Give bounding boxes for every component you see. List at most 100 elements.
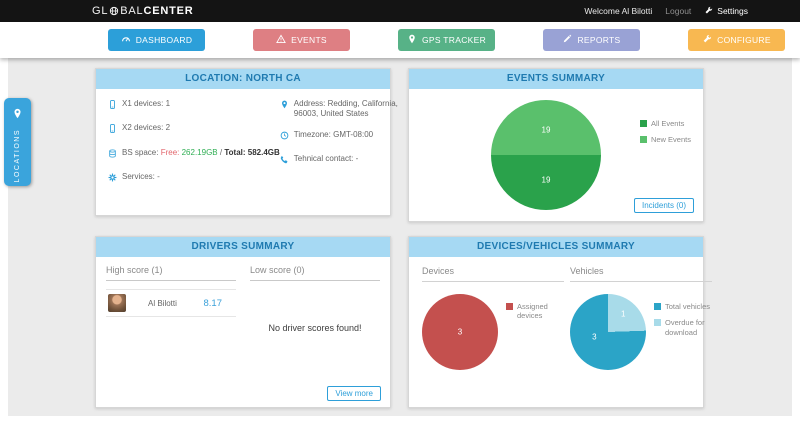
storage-icon (108, 148, 117, 162)
pie-slice-value-all-events: 19 (541, 175, 551, 185)
total-value: 582.4GB (247, 147, 280, 157)
main-navigation: DASHBOARD EVENTS GPS TRACKER REPORTS CON… (0, 22, 800, 58)
legend-item-new-events: New Events (639, 135, 691, 145)
pie-slice-value-new-events: 19 (541, 125, 551, 135)
settings-button[interactable]: Settings (704, 6, 748, 17)
nav-events-button[interactable]: EVENTS (253, 29, 350, 51)
technical-contact-label: Tehnical contact: (293, 154, 354, 164)
nav-gps-tracker-button[interactable]: GPS TRACKER (398, 29, 495, 51)
location-panel: LOCATION: NORTH CA X1 devices: 1 X2 devi… (95, 68, 398, 216)
phone-icon (280, 154, 289, 168)
nav-reports-label: REPORTS (577, 35, 621, 45)
legend-item-total-vehicles: Total vehicles (654, 302, 712, 311)
low-score-header: Low score (0) (250, 265, 380, 281)
vehicles-section-header: Vehicles (570, 263, 712, 282)
legend-item-all-events: All Events (639, 119, 691, 128)
services-gear-icon (108, 172, 117, 186)
bs-space-separator: / (219, 147, 223, 157)
locations-tab[interactable]: LOCATIONS (4, 98, 31, 186)
vehicles-chart-area: 3 1 Total vehicles Overdue for download (570, 294, 712, 370)
vehicles-legend: Total vehicles Overdue for download (654, 294, 712, 370)
incidents-button[interactable]: Incidents (0) (633, 198, 694, 213)
drivers-panel-title: DRIVERS SUMMARY (96, 237, 390, 257)
nav-dashboard-button[interactable]: DASHBOARD (108, 29, 205, 51)
high-score-column: High score (1) Al Bilotti 8.17 (106, 265, 236, 401)
topbar-actions: Welcome Al Bilotti Logout Settings (584, 6, 748, 17)
address-label: Address: (293, 99, 326, 108)
legend-label-total-vehicles: Total vehicles (665, 302, 711, 311)
legend-swatch-assigned-devices (506, 303, 513, 310)
wrench-icon (702, 34, 712, 46)
nav-events-label: EVENTS (291, 35, 327, 45)
services-row: Services: - (108, 172, 280, 186)
warning-triangle-icon (276, 34, 286, 46)
x2-devices-row: X2 devices: 2 (108, 123, 280, 137)
driver-row[interactable]: Al Bilotti 8.17 (106, 289, 236, 317)
address-row: Address: Redding, California, 96003, Uni… (280, 99, 412, 120)
mobile-device-icon (108, 123, 117, 137)
gauge-icon (121, 34, 131, 46)
legend-label-overdue-download: Overdue for download (665, 318, 705, 337)
nav-dashboard-label: DASHBOARD (135, 35, 193, 45)
technical-contact-row: Tehnical contact: - (280, 154, 412, 168)
free-value: 262.19GB (181, 147, 218, 157)
vehicles-pie-chart: 3 1 (570, 294, 646, 370)
logout-link[interactable]: Logout (665, 6, 692, 16)
timezone-value: GMT-08:00 (333, 129, 374, 139)
bs-space-row: BS space: Free: 262.19GB / Total: 582.4G… (108, 148, 280, 162)
welcome-text: Welcome Al Bilotti (584, 6, 653, 16)
timezone-label: Timezone: (293, 129, 331, 139)
timezone-row: Timezone: GMT-08:00 (280, 130, 412, 144)
devices-pie-chart: 3 (422, 294, 498, 370)
events-panel-title: EVENTS SUMMARY (409, 69, 703, 89)
address-pin-icon (280, 99, 289, 113)
location-left-column: X1 devices: 1 X2 devices: 2 BS space: Fr… (108, 99, 280, 197)
address-value: Redding, California, 96003, United State… (293, 99, 398, 119)
mobile-device-icon (108, 99, 117, 113)
vehicles-pie-total-value: 3 (592, 332, 597, 342)
x2-devices-label: X2 devices: (122, 123, 164, 133)
logo-text-gl: GL (92, 5, 109, 17)
x2-devices-value: 2 (165, 123, 171, 133)
logo-text-center: CENTER (143, 5, 194, 17)
location-panel-title: LOCATION: NORTH CA (96, 69, 390, 89)
devices-section-header: Devices (422, 263, 564, 282)
wrench-icon (704, 6, 713, 17)
nav-configure-button[interactable]: CONFIGURE (688, 29, 785, 51)
legend-label-new-events: New Events (650, 135, 691, 145)
events-summary-panel: EVENTS SUMMARY 19 19 All Events New Even… (408, 68, 704, 222)
legend-swatch-all-events (639, 120, 647, 127)
devices-pie-value: 3 (457, 327, 463, 337)
driver-score: 8.17 (203, 297, 223, 309)
location-right-column: Address: Redding, California, 96003, Uni… (280, 99, 412, 197)
events-pie-chart: 19 19 (491, 100, 601, 210)
events-legend: All Events New Events (639, 119, 691, 152)
nav-reports-button[interactable]: REPORTS (543, 29, 640, 51)
legend-item-overdue-download: Overdue for download (654, 318, 712, 337)
location-pin-icon (407, 34, 417, 46)
globe-icon (109, 6, 119, 16)
bs-space-label: BS space: (122, 147, 159, 157)
free-label: Free: (160, 147, 180, 157)
drivers-summary-panel: DRIVERS SUMMARY High score (1) Al Bilott… (95, 236, 391, 408)
x1-devices-row: X1 devices: 1 (108, 99, 280, 113)
clock-icon (280, 130, 289, 144)
high-score-header: High score (1) (106, 265, 236, 281)
total-label: Total: (224, 147, 246, 157)
view-more-button[interactable]: View more (327, 386, 381, 401)
driver-name: Al Bilotti (148, 298, 177, 308)
driver-avatar (108, 294, 126, 312)
no-driver-scores-text: No driver scores found! (268, 323, 362, 333)
technical-contact-value: - (355, 154, 359, 164)
x1-devices-label: X1 devices: (122, 99, 164, 108)
legend-swatch-total-vehicles (654, 303, 661, 310)
drivers-panel-body: High score (1) Al Bilotti 8.17 Low score… (96, 257, 390, 409)
services-value: - (157, 172, 160, 182)
x1-devices-value: 1 (165, 99, 171, 108)
low-score-column: Low score (0) No driver scores found! (250, 265, 380, 401)
legend-label-all-events: All Events (650, 119, 685, 128)
app-logo: GL BAL CENTER (92, 5, 194, 17)
events-panel-body: 19 19 All Events New Events Incidents (0… (409, 89, 703, 221)
nav-configure-label: CONFIGURE (717, 35, 771, 45)
